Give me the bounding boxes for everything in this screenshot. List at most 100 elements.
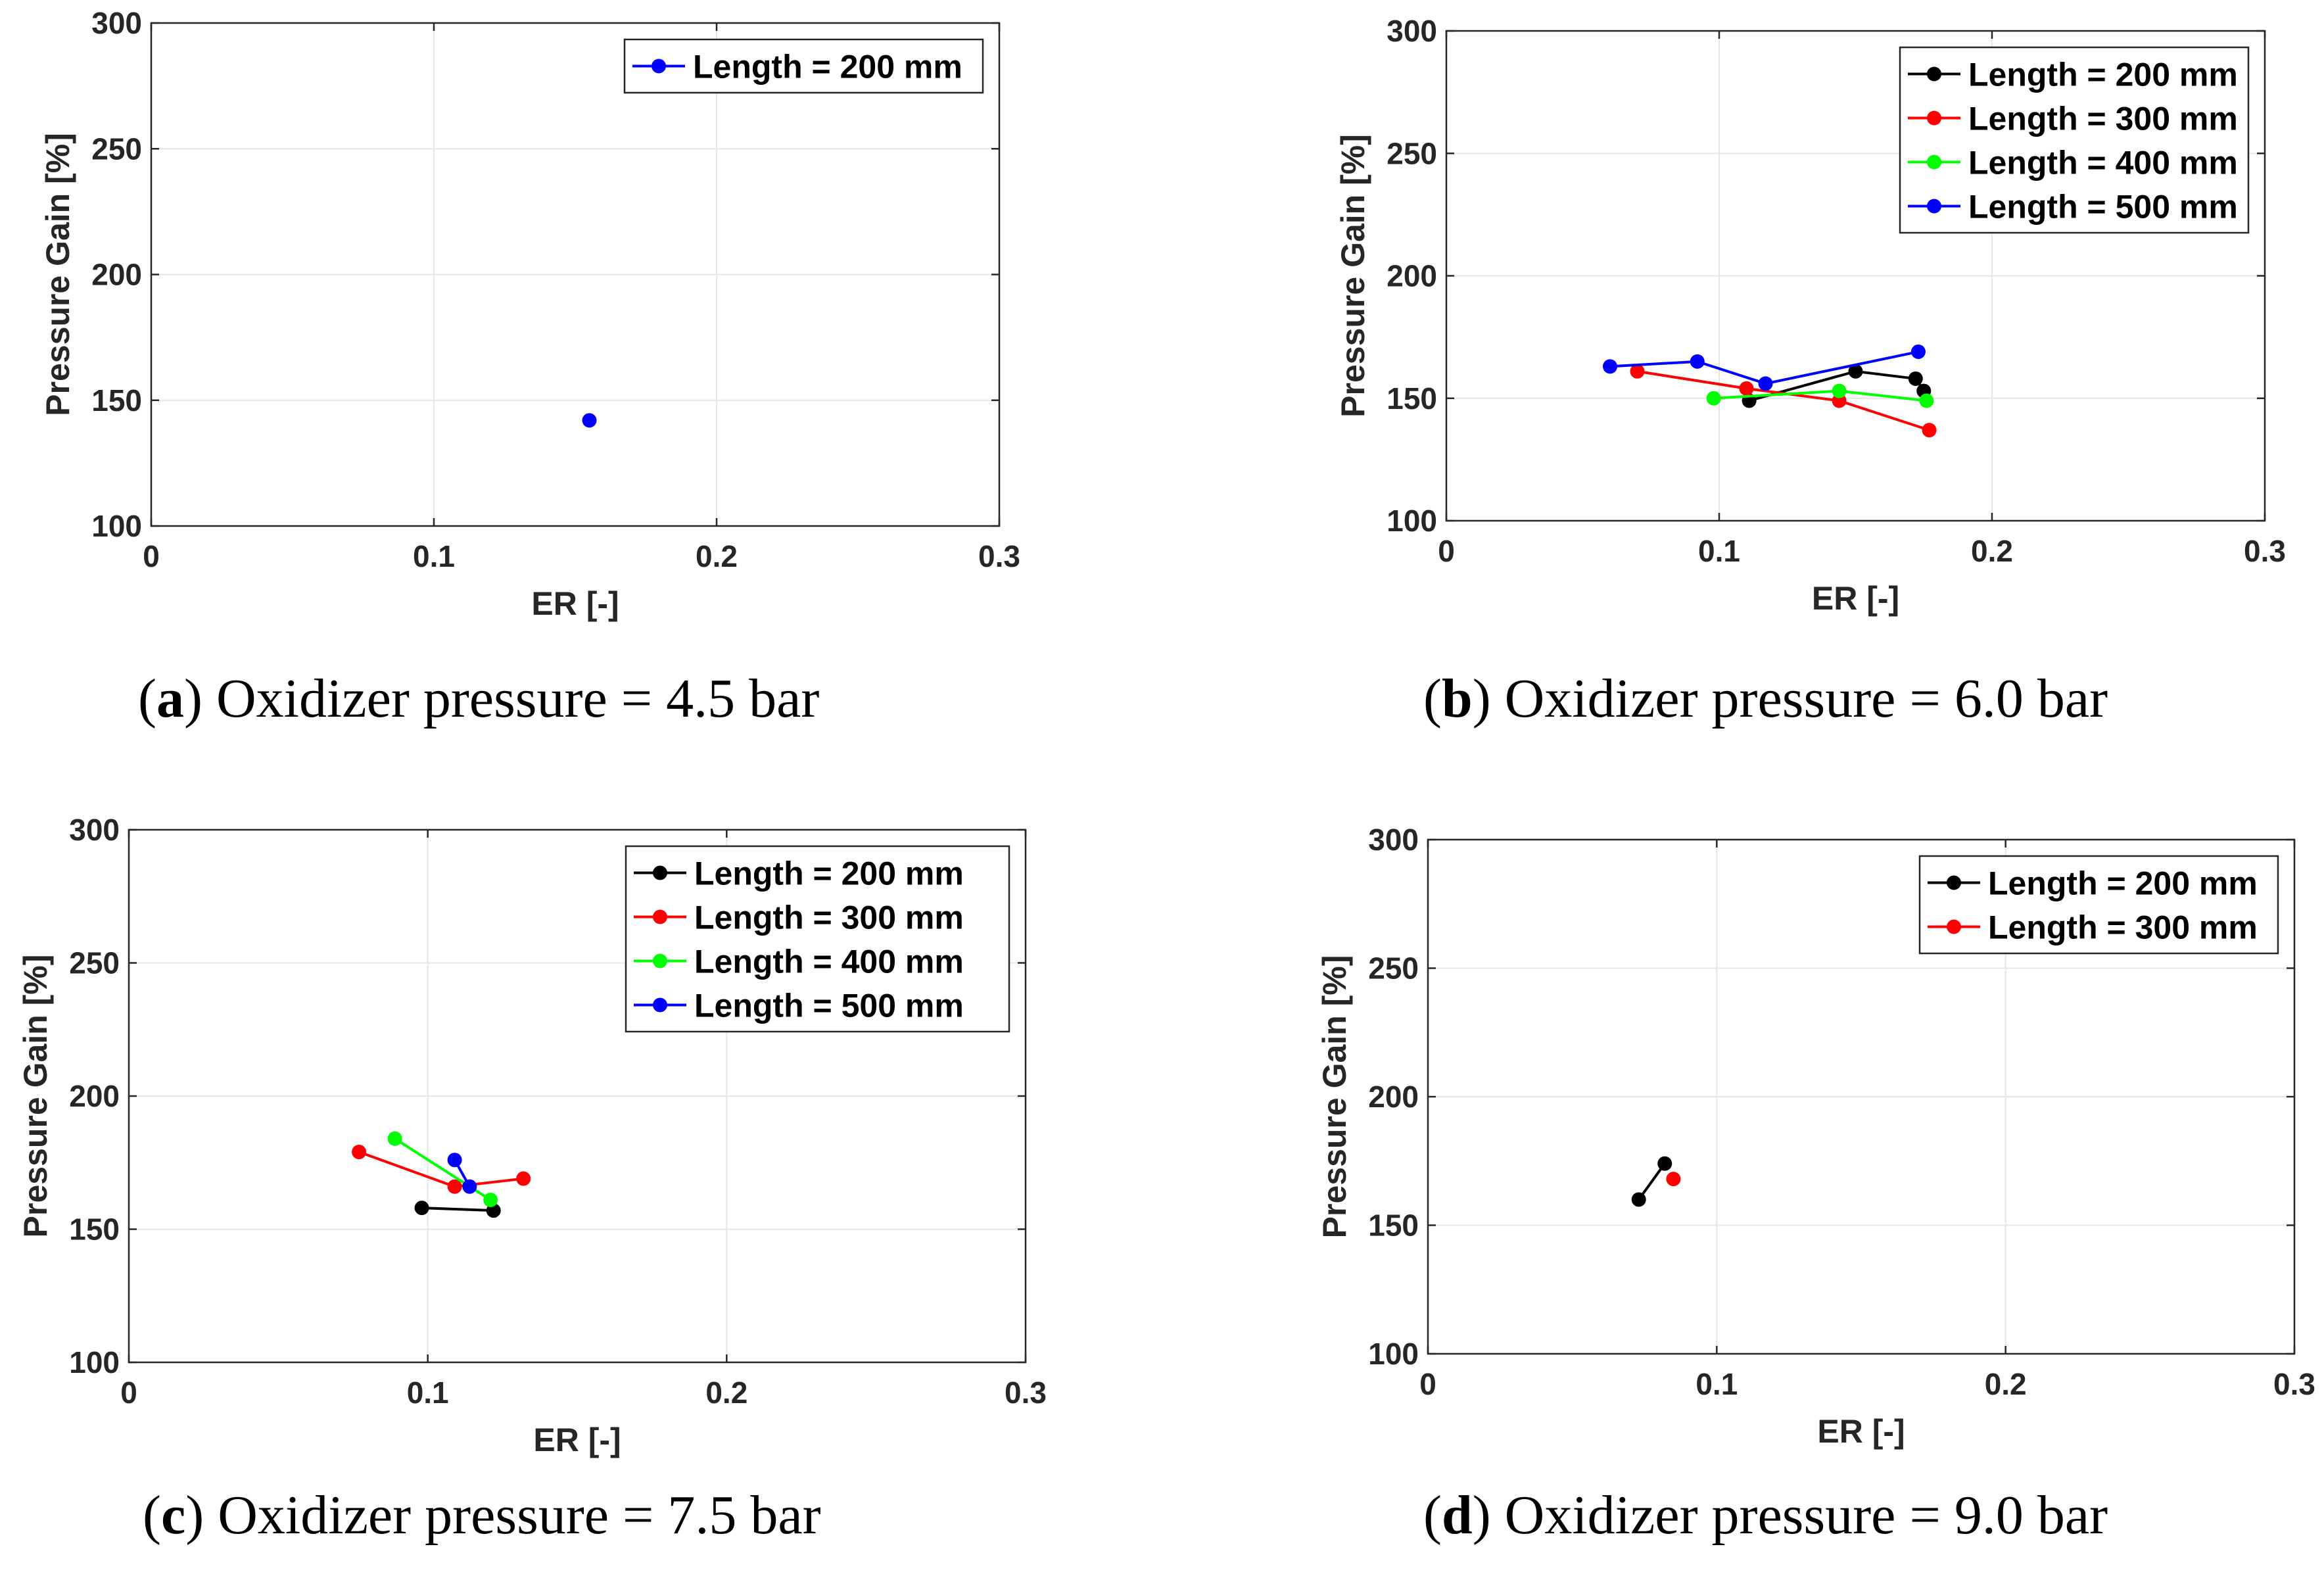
legend-marker [1927, 199, 1941, 214]
chart-panel-b: 0 0.1 0.2 0.3 100 150 200 250 300 ER [-] Pressure … [1335, 14, 2286, 729]
legend-entry: Length = 500 mm [694, 988, 964, 1024]
legend-box [625, 845, 1010, 1033]
series-line [1749, 370, 1925, 402]
y-tick-label: 100 [69, 1345, 120, 1379]
panel-caption: (a) Oxidizer pressure = 4.5 bar [138, 668, 819, 729]
data-point [1922, 423, 1937, 438]
x-tick-label: 0.2 [705, 1375, 747, 1410]
legend-marker [653, 865, 667, 880]
series-3 [1706, 383, 1934, 408]
x-tick-label: 0.1 [413, 539, 455, 573]
data-point [1690, 354, 1705, 369]
legend-box [623, 38, 984, 94]
chart-panel-c: 0 0.1 0.2 0.3 100 150 200 250 300 ER [-] Pressure … [17, 813, 1047, 1546]
y-tick-label: 250 [69, 946, 120, 980]
data-point [1706, 391, 1721, 406]
data-point [1630, 364, 1645, 379]
legend-entry: Length = 300 mm [694, 899, 964, 936]
x-axis-label: ER [-] [531, 585, 619, 622]
data-point [1910, 344, 1926, 359]
y-tick-label: 200 [91, 258, 142, 292]
legend-marker [1927, 155, 1941, 170]
series-line [1638, 1162, 1666, 1201]
data-point [1739, 381, 1754, 396]
data-point [387, 1131, 402, 1146]
y-tick-label: 150 [69, 1212, 120, 1247]
series-4 [447, 1153, 477, 1194]
series-line [1609, 350, 1919, 385]
legend-entry: Length = 400 mm [1968, 145, 2238, 181]
x-tick-label: 0.1 [1696, 1367, 1738, 1401]
x-tick-label: 0.3 [978, 539, 1020, 573]
panel-caption: (b) Oxidizer pressure = 6.0 bar [1423, 668, 2108, 729]
legend: Length = 200 mm Length = 300 mm Length = 4… [1899, 46, 2250, 234]
data-point [352, 1145, 367, 1160]
legend-entry: Length = 300 mm [1988, 909, 2258, 946]
series-1 [582, 413, 597, 428]
y-tick-label: 250 [1387, 136, 1437, 170]
y-tick-label: 300 [91, 6, 142, 40]
x-axis-label: ER [-] [1817, 1413, 1905, 1450]
x-tick-label: 0.3 [2244, 534, 2286, 568]
y-axis-label: Pressure Gain [%] [17, 955, 54, 1238]
panel-caption: (d) Oxidizer pressure = 9.0 bar [1423, 1485, 2108, 1546]
data-point [582, 413, 597, 428]
legend: Length = 200 mm Length = 300 mm [1918, 855, 2279, 955]
data-point [1666, 1172, 1681, 1187]
legend: Length = 200 mm [623, 38, 984, 94]
legend-marker [1947, 875, 1961, 890]
x-axis-label: ER [-] [533, 1422, 621, 1458]
series-1 [414, 1201, 501, 1218]
y-axis-label: Pressure Gain [%] [1316, 955, 1353, 1239]
y-tick-label: 300 [1368, 823, 1419, 857]
data-point [1657, 1156, 1672, 1171]
data-point [1919, 393, 1934, 408]
y-tick-label: 300 [1387, 14, 1437, 48]
x-tick-label: 0.3 [1005, 1375, 1047, 1410]
series-2 [352, 1145, 531, 1194]
y-tick-label: 250 [91, 132, 142, 166]
data-point [1908, 371, 1923, 386]
legend: Length = 200 mm Length = 300 mm Length = 4… [625, 845, 1010, 1033]
data-point [447, 1179, 462, 1194]
y-tick-label: 100 [91, 509, 142, 543]
data-point [516, 1171, 531, 1186]
legend-marker [653, 909, 667, 924]
series-line [421, 1207, 494, 1212]
legend-entry: Length = 200 mm [1988, 865, 2258, 902]
data-point [447, 1153, 462, 1168]
x-tick-label: 0.2 [696, 539, 738, 573]
series-1 [1631, 1156, 1672, 1207]
y-tick-label: 250 [1368, 951, 1419, 986]
legend-entry: Length = 400 mm [694, 944, 964, 980]
legend-box [1918, 855, 2279, 955]
legend-box [1899, 46, 2250, 234]
x-tick-label: 0 [1438, 534, 1455, 568]
y-axis-label: Pressure Gain [%] [39, 133, 76, 416]
x-tick-label: 0 [1419, 1367, 1436, 1401]
y-tick-label: 200 [1387, 259, 1437, 293]
legend-marker [1927, 66, 1941, 82]
data-point [1631, 1192, 1646, 1207]
x-tick-label: 0.1 [1698, 534, 1740, 568]
x-tick-label: 0.2 [1985, 1367, 2027, 1401]
legend-marker [1947, 919, 1961, 934]
legend-entry: Length = 200 mm [1968, 57, 2238, 93]
legend-entry: Length = 300 mm [1968, 101, 2238, 137]
chart-panel-a: 0 0.1 0.2 0.3 100 150 200 250 300 ER [-] Pressure … [39, 6, 1020, 729]
chart-panel-d: 0 0.1 0.2 0.3 100 150 200 250 300 ER [-] Pressure … [1316, 823, 2315, 1546]
data-point [483, 1192, 498, 1207]
legend-marker [653, 953, 667, 968]
legend-entry: Length = 500 mm [1968, 189, 2238, 226]
y-tick-label: 200 [1368, 1080, 1419, 1114]
y-tick-label: 200 [69, 1079, 120, 1113]
x-axis-label: ER [-] [1812, 580, 1899, 617]
data-point [1603, 359, 1617, 374]
data-point [414, 1201, 429, 1216]
x-tick-label: 0.3 [2273, 1367, 2315, 1401]
legend-entry: Length = 200 mm [693, 49, 962, 85]
y-tick-label: 150 [1368, 1208, 1419, 1243]
series-4 [1603, 344, 1926, 391]
x-tick-label: 0 [143, 539, 160, 573]
